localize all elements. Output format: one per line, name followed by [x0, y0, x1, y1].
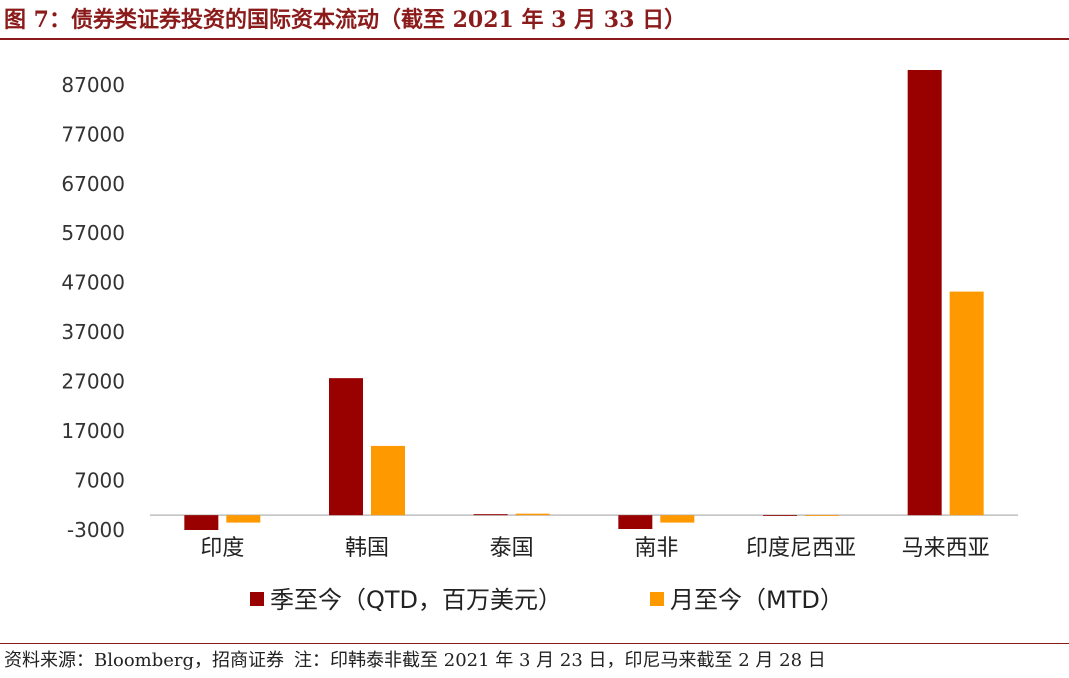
bar-mtd — [949, 291, 984, 516]
y-tick-label: 57000 — [61, 221, 125, 245]
bar-chart: -3000 7000 17000 27000 37000 47000 57000 67000 7… — [61, 70, 1018, 614]
legend-swatch-qtd — [250, 592, 264, 606]
figure-title: 图 7：债券类证券投资的国际资本流动（截至 2021 年 3 月 33 日） — [4, 7, 687, 33]
y-tick-label: -3000 — [67, 518, 125, 542]
bar-mtd — [660, 515, 695, 523]
chart-area: -3000 7000 17000 27000 37000 47000 57000 67000 7… — [0, 40, 1069, 640]
bar-mtd — [805, 515, 839, 516]
y-tick-label: 17000 — [61, 419, 125, 443]
x-category-label: 韩国 — [345, 536, 389, 561]
y-tick-label: 7000 — [74, 469, 125, 493]
x-category-label: 泰国 — [490, 536, 534, 561]
x-category-label: 南非 — [634, 536, 678, 561]
y-tick-label: 87000 — [61, 73, 125, 97]
x-category-label: 马来西亚 — [902, 536, 990, 561]
legend-label-mtd: 月至今（MTD） — [670, 586, 844, 614]
y-tick-label: 27000 — [61, 370, 125, 394]
bar-mtd — [226, 515, 261, 523]
legend-label-qtd: 季至今（QTD，百万美元） — [270, 586, 562, 614]
y-tick-label: 67000 — [61, 172, 125, 196]
y-tick-label: 77000 — [61, 122, 125, 146]
source-line: 资料来源：Bloomberg，招商证券 注：印韩泰非截至 2021 年 3 月 2… — [4, 647, 826, 675]
x-category-label: 印度 — [200, 536, 244, 561]
y-tick-label: 37000 — [61, 320, 125, 344]
source-text: 资料来源：Bloomberg，招商证券 — [4, 650, 285, 671]
bar-mtd — [371, 445, 405, 516]
bar-qtd — [473, 514, 508, 516]
legend-swatch-mtd — [650, 592, 664, 606]
y-tick-label: 47000 — [61, 271, 125, 295]
footer-divider — [0, 643, 1069, 644]
bar-mtd — [515, 513, 550, 516]
bar-qtd — [618, 515, 653, 530]
bar-qtd — [907, 70, 942, 516]
title-divider — [0, 38, 1069, 40]
bar-qtd — [763, 515, 797, 516]
x-category-label: 印度尼西亚 — [746, 536, 856, 561]
bar-qtd — [184, 515, 219, 530]
source-note: 注：印韩泰非截至 2021 年 3 月 23 日，印尼马来截至 2 月 28 日 — [294, 650, 826, 671]
bar-qtd — [329, 378, 363, 516]
